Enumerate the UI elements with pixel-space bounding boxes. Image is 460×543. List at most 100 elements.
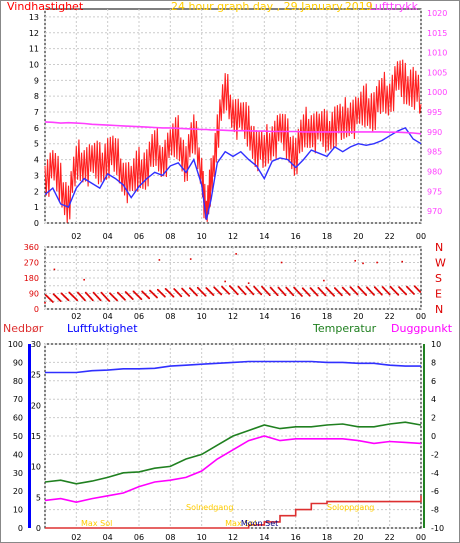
direction-point xyxy=(238,286,241,289)
rain-y-tick-label: 20 xyxy=(31,401,41,410)
direction-point xyxy=(266,291,269,294)
direction-x-tick-label: 00 xyxy=(416,312,426,321)
wind-average-series-line xyxy=(44,127,422,220)
direction-point xyxy=(189,288,192,290)
temperature-y-tick-label: -10 xyxy=(431,524,444,533)
direction-point xyxy=(183,290,186,292)
direction-point xyxy=(419,291,422,293)
direction-point xyxy=(377,289,379,292)
direction-point xyxy=(269,286,272,289)
direction-point xyxy=(409,289,411,291)
direction-point xyxy=(388,293,391,296)
direction-point xyxy=(258,290,260,293)
direction-point xyxy=(280,290,283,292)
direction-point xyxy=(380,293,382,295)
direction-outlier-point xyxy=(280,261,283,264)
direction-point xyxy=(180,295,183,298)
direction-point xyxy=(287,288,289,291)
humidity-y-tick-label: 50 xyxy=(13,432,23,441)
direction-point xyxy=(301,295,303,297)
direction-point xyxy=(90,297,93,300)
humidity-y-tick-label: 70 xyxy=(13,395,23,404)
direction-point xyxy=(268,293,270,296)
direction-point xyxy=(341,286,344,289)
direction-point xyxy=(253,285,255,288)
gust-series-line xyxy=(44,59,422,223)
direction-point xyxy=(99,299,102,302)
direction-outlier-point xyxy=(235,253,237,255)
direction-point xyxy=(400,288,403,291)
direction-point xyxy=(288,290,291,292)
direction-outlier-point xyxy=(247,282,250,284)
direction-point xyxy=(177,292,179,294)
direction-point xyxy=(344,289,346,291)
wind-x-tick-label: 12 xyxy=(228,232,238,241)
direction-point xyxy=(382,287,385,289)
direction-point xyxy=(406,286,409,289)
direction-point xyxy=(251,292,254,295)
direction-point xyxy=(282,291,284,294)
wind-y-tick-label: 13 xyxy=(29,13,39,22)
direction-point xyxy=(272,290,275,292)
humidity-y-tick-label: 90 xyxy=(13,358,23,367)
direction-x-tick-label: 04 xyxy=(103,312,113,321)
direction-point xyxy=(375,288,378,290)
direction-point xyxy=(326,288,329,291)
rain-y-tick-label: 0 xyxy=(36,524,41,533)
pressure-y-tick-label: 970 xyxy=(427,207,442,216)
wind-y-tick-label: 2 xyxy=(34,187,39,196)
direction-point xyxy=(341,294,343,297)
direction-point xyxy=(92,291,95,294)
direction-point xyxy=(79,294,82,296)
direction-point xyxy=(326,287,328,290)
humidity-x-tick-label: 06 xyxy=(134,533,144,542)
direction-point xyxy=(241,290,244,292)
direction-point xyxy=(131,298,134,300)
direction-point xyxy=(331,293,334,295)
direction-point xyxy=(402,291,405,293)
direction-point xyxy=(415,287,418,289)
direction-outlier-point xyxy=(354,259,356,262)
direction-point xyxy=(240,288,242,291)
direction-y-tick-label: 360 xyxy=(24,243,39,252)
direction-point xyxy=(406,285,408,288)
direction-point xyxy=(305,291,308,294)
direction-point xyxy=(84,299,86,302)
direction-point xyxy=(325,286,328,289)
direction-point xyxy=(354,291,356,293)
direction-point xyxy=(240,289,243,291)
direction-outlier-point xyxy=(362,262,364,265)
direction-point xyxy=(86,293,89,296)
humidity-y-tick-label: 30 xyxy=(13,469,23,478)
direction-y-tick-label: 180 xyxy=(24,274,39,283)
direction-point xyxy=(93,292,96,295)
direction-point xyxy=(410,290,413,293)
direction-point xyxy=(87,294,89,296)
direction-point xyxy=(295,289,298,291)
direction-point xyxy=(283,292,285,295)
direction-point xyxy=(281,291,284,293)
direction-point xyxy=(59,300,62,302)
direction-point xyxy=(290,292,293,295)
direction-point xyxy=(232,289,235,291)
direction-point xyxy=(174,289,176,291)
direction-point xyxy=(311,288,313,291)
direction-point xyxy=(399,287,401,289)
direction-point xyxy=(351,288,353,290)
direction-point xyxy=(257,290,259,292)
direction-point xyxy=(97,296,100,299)
direction-point xyxy=(98,297,100,300)
direction-point xyxy=(330,291,332,294)
direction-point xyxy=(392,289,395,291)
direction-point xyxy=(44,302,46,304)
direction-point xyxy=(358,286,360,289)
humidity-y-tick-label: 60 xyxy=(13,414,23,423)
direction-point xyxy=(254,286,256,289)
wind-x-tick-label: 18 xyxy=(322,232,332,241)
direction-point xyxy=(194,293,197,295)
direction-point xyxy=(338,292,341,294)
rain-series-line xyxy=(45,495,422,529)
direction-point xyxy=(362,290,364,293)
temperature-y-tick-label: 0 xyxy=(431,432,436,441)
direction-point xyxy=(414,286,417,288)
